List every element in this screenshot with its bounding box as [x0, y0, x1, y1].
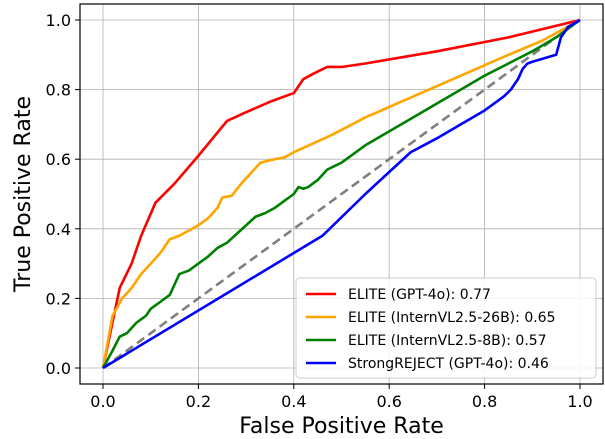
y-tick-label: 0.2 [46, 289, 71, 308]
plot-frame [79, 3, 604, 385]
tick-layer: 0.0 0.2 0.4 0.6 0.8 1.0 0.0 0.2 0.4 0.6 0.8 1.0 [46, 11, 593, 411]
legend-label-1: ELITE (InternVL2.5-26B): 0.65 [348, 310, 555, 326]
y-axis-title: True Positive Rate [11, 96, 36, 293]
y-tick-label: 0.8 [46, 81, 71, 100]
legend-label-2: ELITE (InternVL2.5-8B): 0.57 [348, 333, 547, 349]
y-tick-label: 1.0 [46, 11, 71, 30]
legend-label-3: StrongREJECT (GPT-4o): 0.46 [348, 356, 549, 372]
x-tick-label: 0.4 [281, 392, 306, 411]
series-line-1 [101, 18, 581, 369]
x-tick-label: 0.6 [376, 392, 401, 411]
baseline-diagonal [102, 18, 581, 370]
x-tick-label: 0.0 [90, 392, 115, 411]
series-line-2 [101, 18, 581, 369]
y-tick-label: 0.0 [46, 359, 71, 378]
series-line-3 [102, 18, 581, 370]
legend-label-0: ELITE (GPT-4o): 0.77 [348, 287, 491, 303]
legend: ELITE (GPT-4o): 0.77 ELITE (InternVL2.5-2… [295, 277, 597, 379]
x-axis-title: False Positive Rate [239, 414, 443, 439]
series-layer [101, 18, 581, 370]
x-tick-label: 1.0 [567, 392, 592, 411]
y-tick-label: 0.4 [46, 220, 71, 239]
x-tick-label: 0.2 [186, 392, 211, 411]
x-tick-label: 0.8 [472, 392, 497, 411]
series-line-0 [101, 18, 581, 369]
legend-box [295, 277, 597, 379]
baseline-layer [102, 18, 581, 370]
y-tick-label: 0.6 [46, 150, 71, 169]
